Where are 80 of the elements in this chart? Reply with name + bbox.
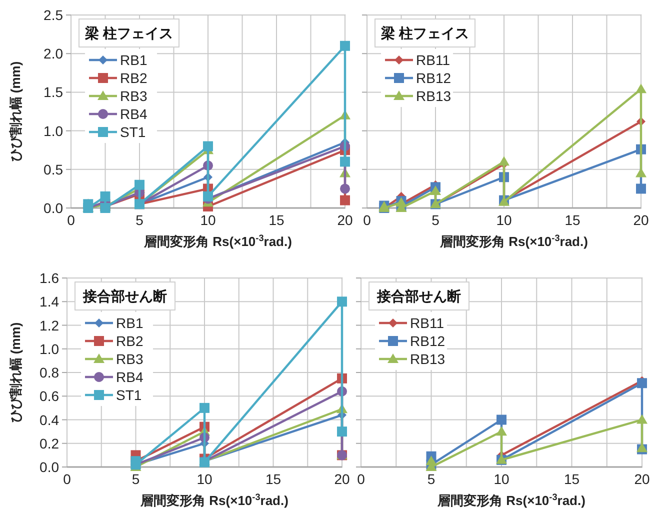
y-tick-label: 2.0 xyxy=(44,46,64,62)
point xyxy=(496,426,507,436)
y-tick-label: 0.0 xyxy=(44,200,64,216)
x-tick-label: 15 xyxy=(268,212,284,228)
point xyxy=(203,191,213,202)
x-tick-label: 10 xyxy=(496,212,512,228)
legend-title: 接合部せん断 xyxy=(376,288,461,304)
point xyxy=(340,184,350,194)
x-tick-label: 20 xyxy=(334,471,350,487)
x-tick-label: 0 xyxy=(67,212,76,228)
point xyxy=(498,156,510,166)
legend-label: RB13 xyxy=(416,88,452,104)
x-tick-label: 20 xyxy=(337,212,353,228)
point xyxy=(100,191,110,202)
legend-label: RB1 xyxy=(120,52,148,68)
x-tick-label: 5 xyxy=(132,471,140,487)
legend-label: ST1 xyxy=(116,387,142,403)
x-tick-label: 5 xyxy=(432,212,440,228)
legend-title: 梁 柱フェイス xyxy=(84,25,173,41)
y-tick-label: 1.5 xyxy=(44,84,64,100)
point xyxy=(340,40,350,51)
point xyxy=(200,402,210,413)
x-tick-label: 10 xyxy=(200,212,216,228)
point xyxy=(340,195,350,206)
x-tick-label: 20 xyxy=(633,212,649,228)
point xyxy=(496,414,506,425)
legend-label: RB4 xyxy=(120,106,148,122)
x-tick-label: 15 xyxy=(564,471,580,487)
point xyxy=(340,156,350,167)
legend-label: RB3 xyxy=(120,88,148,104)
x-axis-title: 層間変形角 Rs(×10$^{-3}$rad.) xyxy=(439,233,588,249)
legend-title: 接合部せん断 xyxy=(82,288,167,304)
x-axis-title: 層間変形角 Rs(×10$^{-3}$rad.) xyxy=(143,233,292,249)
legend-label: RB4 xyxy=(116,369,144,385)
y-tick-label: 0.2 xyxy=(40,435,60,452)
x-tick-label: 0 xyxy=(363,212,372,228)
legend-label: RB12 xyxy=(410,333,446,349)
point xyxy=(203,141,213,152)
y-tick-label: 0.6 xyxy=(40,388,60,404)
y-tick-label: 1.4 xyxy=(40,294,60,310)
point xyxy=(636,414,648,424)
point xyxy=(636,184,646,194)
y-tick-label: 0.8 xyxy=(40,364,60,380)
legend-label: RB2 xyxy=(116,333,144,349)
legend-label: RB11 xyxy=(410,315,444,331)
x-tick-label: 15 xyxy=(564,212,580,228)
x-tick-label: 10 xyxy=(196,471,212,487)
y-tick-label: 1.0 xyxy=(40,340,60,357)
legend-label: ST1 xyxy=(120,124,146,140)
legend-label: RB12 xyxy=(416,70,452,86)
point xyxy=(636,84,646,94)
legend-label: RB11 xyxy=(416,52,450,68)
x-tick-label: 5 xyxy=(427,471,436,487)
legend-label: RB1 xyxy=(116,315,144,331)
x-tick-label: 0 xyxy=(357,471,366,487)
x-tick-label: 5 xyxy=(136,212,144,228)
x-axis-title: 層間変形角 Rs(×10$^{-3}$rad.) xyxy=(140,492,288,508)
y-tick-label: 0.0 xyxy=(40,459,60,475)
y-axis-title: ひび割れ幅 (mm) xyxy=(8,61,23,162)
y-tick-label: 0.4 xyxy=(40,412,60,428)
point xyxy=(430,186,441,196)
point xyxy=(337,296,347,307)
y-tick-label: 1.6 xyxy=(40,270,60,286)
legend-label: RB3 xyxy=(116,351,144,367)
point xyxy=(637,378,647,388)
x-axis-title: 層間変形角 Rs(×10$^{-3}$rad.) xyxy=(436,492,586,508)
y-tick-label: 1.2 xyxy=(40,317,60,334)
x-tick-label: 0 xyxy=(63,471,72,487)
legend-title: 梁 柱フェイス xyxy=(380,25,469,41)
point xyxy=(337,426,347,437)
y-axis-title: ひび割れ幅 (mm) xyxy=(8,322,23,423)
x-tick-label: 10 xyxy=(494,471,510,487)
x-tick-label: 20 xyxy=(634,471,650,487)
y-tick-label: 2.5 xyxy=(44,7,64,23)
legend-label: RB13 xyxy=(410,351,446,367)
y-tick-label: 1.0 xyxy=(44,122,64,139)
legend-label: RB2 xyxy=(120,70,148,86)
x-tick-label: 15 xyxy=(265,471,282,487)
point xyxy=(134,180,144,190)
y-tick-label: 0.5 xyxy=(44,161,64,178)
